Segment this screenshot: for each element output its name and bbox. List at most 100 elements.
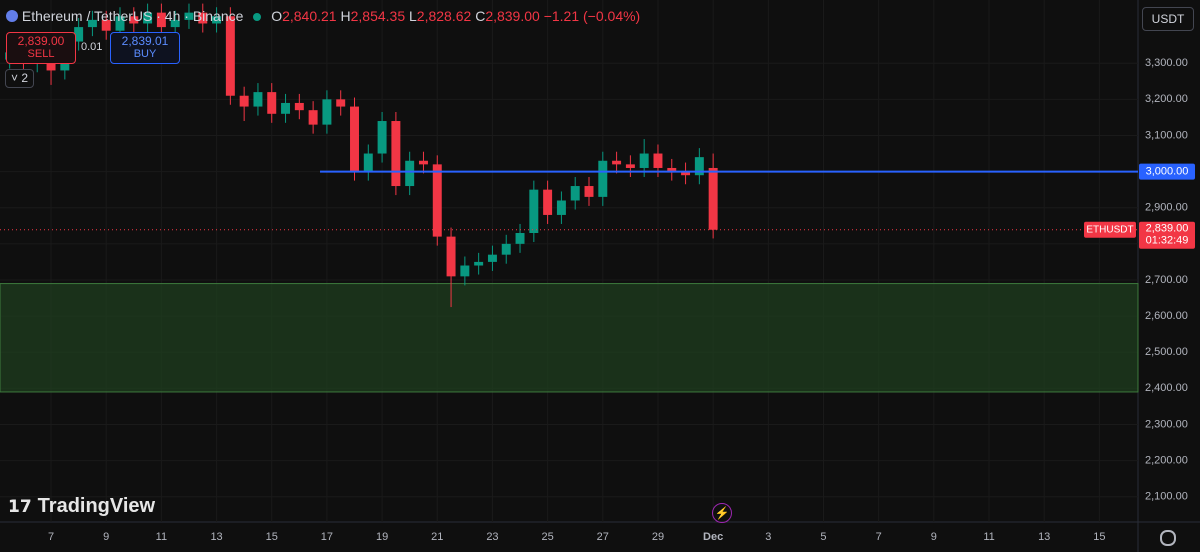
candle-body xyxy=(184,12,194,20)
ohlc-value: 2,839.00 xyxy=(485,8,540,24)
x-tick-label: 17 xyxy=(321,531,333,543)
buy-button[interactable]: 2,839.01 BUY xyxy=(110,32,180,64)
candle-body xyxy=(143,12,153,24)
candle-body xyxy=(87,19,97,28)
candle-body xyxy=(487,254,497,262)
candle-body xyxy=(115,16,125,31)
y-tick-label: 3,300.00 xyxy=(1145,57,1188,69)
y-tick-label: 2,200.00 xyxy=(1145,454,1188,466)
ohlc-value: 2,840.21 xyxy=(282,8,337,24)
brand-logo: 𝟭𝟳 TradingView xyxy=(8,495,156,517)
brand-text: TradingView xyxy=(37,495,156,517)
ohlc-value: 2,828.62 xyxy=(416,8,472,24)
x-tick-label: 15 xyxy=(1093,531,1105,543)
candle-body xyxy=(129,16,139,24)
support-zone xyxy=(0,283,1139,393)
candle-body xyxy=(198,12,208,24)
price-label: 2,839.00 xyxy=(1146,223,1189,235)
y-tick-label: 3,100.00 xyxy=(1145,129,1188,141)
x-tick-label: 13 xyxy=(210,531,222,543)
ohlc-value: 2,854.35 xyxy=(350,8,406,24)
candle-body xyxy=(308,110,318,125)
candle-body xyxy=(446,236,456,277)
symbol-tag xyxy=(1084,221,1136,238)
candle-body xyxy=(267,92,277,114)
y-tick-label: 2,400.00 xyxy=(1145,382,1188,394)
candle-body xyxy=(681,171,691,176)
candle-body xyxy=(474,261,484,266)
indicator-count: 2 xyxy=(21,71,29,85)
x-tick-label: 21 xyxy=(431,531,443,543)
change: −1.21 (−0.04%) xyxy=(543,8,641,24)
candle-body xyxy=(708,167,718,230)
candle-body xyxy=(529,189,539,234)
candle-body xyxy=(460,265,470,277)
candle-body xyxy=(625,164,635,168)
candle-body xyxy=(377,121,387,154)
candle-body xyxy=(322,99,332,125)
y-tick-label: 3,200.00 xyxy=(1145,93,1188,105)
candle-body xyxy=(653,153,663,168)
x-tick-label: 7 xyxy=(48,531,54,543)
x-tick-label: Dec xyxy=(703,531,723,543)
candle-body xyxy=(363,153,373,172)
candle-body xyxy=(101,19,111,31)
level-tag xyxy=(1139,163,1195,180)
candle-body xyxy=(639,153,649,168)
legend-bar: Ethereum / TetherUS · 4h · Binance O2,84… xyxy=(6,8,640,24)
buy-price: 2,839.01 xyxy=(121,34,169,48)
status-dot xyxy=(253,13,262,21)
y-tick-label: 2,900.00 xyxy=(1145,202,1188,214)
y-tick-label: 2,100.00 xyxy=(1145,491,1188,503)
candle-body xyxy=(570,186,580,201)
x-tick-label: 27 xyxy=(597,531,609,543)
candle-body xyxy=(225,16,235,96)
candle-body xyxy=(515,233,525,244)
x-tick-label: 23 xyxy=(486,531,498,543)
y-tick-label: 2,500.00 xyxy=(1145,346,1188,358)
sell-label: SELL xyxy=(27,48,55,60)
sell-button[interactable]: 2,839.00 SELL xyxy=(6,32,76,64)
candle-body xyxy=(584,186,594,197)
symbol-label: ETHUSDT xyxy=(1086,224,1133,235)
settings-icon[interactable] xyxy=(1160,530,1176,546)
y-tick-label: 2,300.00 xyxy=(1145,418,1188,430)
events-icon[interactable]: ⚡ xyxy=(712,503,732,523)
ohlc-label: O xyxy=(271,8,283,24)
candle-body xyxy=(598,160,608,197)
price-tag xyxy=(1139,221,1195,249)
level-label: 3,000.00 xyxy=(1146,165,1189,177)
x-tick-label: 9 xyxy=(931,531,937,543)
x-tick-label: 11 xyxy=(983,531,994,543)
candle-body xyxy=(391,121,401,187)
candle-body xyxy=(667,167,677,172)
x-tick-label: 5 xyxy=(820,531,826,543)
candle-body xyxy=(694,157,704,176)
y-tick-label: 2,600.00 xyxy=(1145,310,1188,322)
x-tick-label: 25 xyxy=(541,531,553,543)
candle-body xyxy=(501,243,511,255)
candle-body xyxy=(350,106,359,172)
candle-body xyxy=(336,99,346,107)
ohlc-label: L xyxy=(409,8,417,24)
x-tick-label: 3 xyxy=(765,531,771,543)
candle-body xyxy=(239,95,249,107)
candle-body xyxy=(612,160,622,165)
candle-body xyxy=(294,102,304,111)
x-tick-label: 11 xyxy=(156,531,167,543)
countdown: 01:32:49 xyxy=(1146,235,1189,247)
x-tick-label: 19 xyxy=(376,531,388,543)
indicators-toggle[interactable]: ˅ 2 xyxy=(5,69,34,88)
candle-body xyxy=(170,19,180,28)
x-tick-label: 29 xyxy=(652,531,664,543)
candle-body xyxy=(253,92,263,107)
buy-label: BUY xyxy=(133,48,157,60)
y-tick-label: 2,700.00 xyxy=(1145,274,1188,286)
candle-body xyxy=(556,200,566,215)
currency-button[interactable]: USDT xyxy=(1142,7,1194,31)
x-tick-label: 13 xyxy=(1038,531,1050,543)
ohlc-label: H xyxy=(340,8,351,24)
sell-price: 2,839.00 xyxy=(17,34,65,48)
